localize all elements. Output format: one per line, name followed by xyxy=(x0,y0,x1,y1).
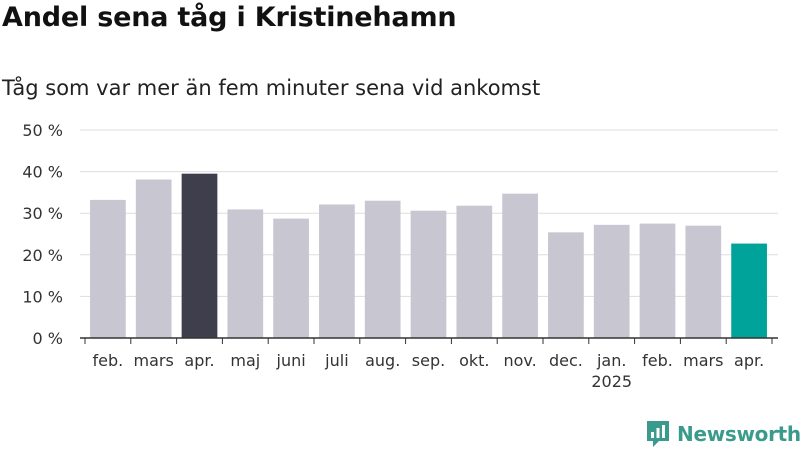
bar-chart: 0 %10 %20 %30 %40 %50 %feb. mars apr. maj ju… xyxy=(22,121,778,391)
bar xyxy=(502,193,538,338)
bar xyxy=(593,224,630,338)
y-tick-label: 0 % xyxy=(33,329,63,348)
y-tick-label: 30 % xyxy=(22,204,63,223)
x-tick-label: dec. xyxy=(549,351,583,370)
bar xyxy=(410,210,447,338)
chart-subtitle: Tåg som var mer än fem minuter sena vid … xyxy=(2,76,541,100)
x-tick-label: feb. xyxy=(93,351,124,370)
x-tick-label: feb. xyxy=(642,351,673,370)
bar xyxy=(685,225,722,338)
x-tick-label: apr. xyxy=(184,351,214,370)
x-tick-label: maj xyxy=(230,351,260,370)
bar xyxy=(639,223,676,338)
bar xyxy=(90,199,126,338)
chart-title: Andel sena tåg i Kristinehamn xyxy=(2,2,457,33)
bar xyxy=(364,200,401,338)
x-tick-label: juni xyxy=(276,351,306,370)
x-tick-label: apr. xyxy=(734,351,764,370)
y-tick-label: 10 % xyxy=(22,287,63,306)
x-tick-label: mars xyxy=(134,351,174,370)
bar xyxy=(548,232,584,338)
x-tick-label: aug. xyxy=(365,351,400,370)
bar-chart-speech-bubble-icon xyxy=(647,421,669,447)
bar xyxy=(456,205,493,338)
bar xyxy=(319,204,355,338)
bar xyxy=(227,209,264,338)
x-tick-label: jan. xyxy=(596,351,626,370)
x-year-label: 2025 xyxy=(591,372,632,391)
bar xyxy=(273,218,309,338)
y-tick-label: 50 % xyxy=(22,121,63,140)
y-tick-label: 20 % xyxy=(22,246,63,265)
x-tick-label: nov. xyxy=(503,351,536,370)
newsworthy-logo: Newsworthy xyxy=(645,419,800,449)
x-tick-label: mars xyxy=(683,351,723,370)
logo-text: Newsworthy xyxy=(677,422,800,446)
x-tick-label: okt. xyxy=(459,351,489,370)
bar xyxy=(731,243,767,338)
bar xyxy=(181,173,218,338)
bar xyxy=(135,179,172,338)
x-tick-label: sep. xyxy=(412,351,445,370)
x-tick-label: juli xyxy=(324,351,348,370)
y-tick-label: 40 % xyxy=(22,163,63,182)
